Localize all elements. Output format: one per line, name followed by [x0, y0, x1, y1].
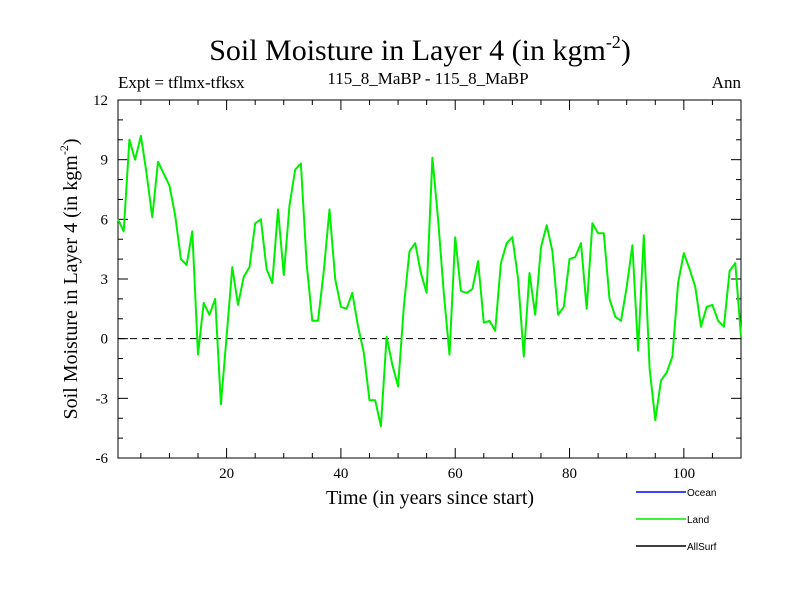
x-axis-label: Time (in years since start)	[326, 487, 534, 509]
y-tick-label: 6	[101, 212, 109, 228]
legend-label-land: Land	[687, 515, 709, 526]
y-axis-label-close: )	[60, 138, 82, 145]
x-ticks: 20 40 60 80 100	[219, 100, 695, 482]
y-tick-label: -3	[96, 391, 109, 407]
subtitle-season: Ann	[712, 73, 742, 92]
y-tick-label: 0	[101, 332, 109, 348]
series-group	[117, 134, 742, 428]
x-tick-label: 80	[562, 466, 577, 482]
y-axis-label: Soil Moisture in Layer 4 (in kgm-2)	[57, 138, 82, 419]
series-line-land	[117, 134, 742, 428]
y-tick-label: -6	[96, 451, 109, 467]
legend: Ocean Land AllSurf	[636, 488, 717, 553]
y-minor-ticks	[118, 119, 741, 439]
y-tick-label: 3	[101, 272, 109, 288]
chart-title-superscript: -2	[606, 32, 621, 52]
chart-title-close: )	[621, 34, 631, 67]
subtitle-period: 115_8_MaBP - 115_8_MaBP	[327, 69, 528, 88]
y-tick-label: 9	[101, 153, 109, 169]
chart-title: Soil Moisture in Layer 4 (in kgm-2)	[209, 32, 631, 67]
y-tick-label: 12	[93, 93, 108, 109]
legend-label-allsurf: AllSurf	[687, 542, 717, 553]
x-minor-ticks	[140, 100, 713, 458]
y-ticks: -6 -3 0 3 6 9 12	[93, 93, 741, 467]
x-tick-label: 60	[448, 466, 463, 482]
x-tick-label: 100	[673, 466, 696, 482]
x-tick-label: 20	[219, 466, 234, 482]
subtitle-experiment: Expt = tflmx-tfksx	[118, 73, 245, 92]
legend-label-ocean: Ocean	[687, 488, 716, 499]
x-tick-label: 40	[333, 466, 348, 482]
plot-frame	[117, 99, 742, 459]
y-axis-label-superscript: -2	[57, 145, 71, 155]
